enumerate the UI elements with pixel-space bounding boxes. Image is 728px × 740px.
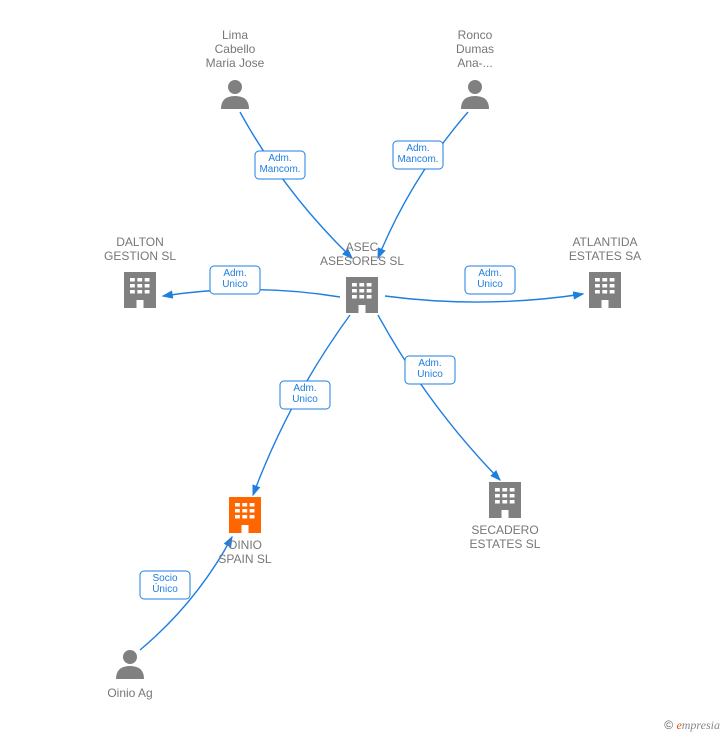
- edge-line: [385, 294, 583, 302]
- edge-label-text: Adm.Unico: [417, 358, 443, 380]
- building-icon: [589, 272, 621, 308]
- node-label: ATLANTIDAESTATES SA: [569, 235, 641, 263]
- node-lima[interactable]: LimaCabelloMaria Jose: [206, 28, 265, 109]
- edge-line: [378, 315, 500, 480]
- diagram-svg: Adm.Mancom.Adm.Mancom.Adm.UnicoAdm.Unico…: [0, 0, 728, 740]
- copyright-symbol: ©: [664, 718, 673, 732]
- person-icon: [116, 650, 144, 679]
- edge-labels-layer: Adm.Mancom.Adm.Mancom.Adm.UnicoAdm.Unico…: [140, 141, 515, 599]
- person-icon: [221, 80, 249, 109]
- brand-rest: mpresia: [682, 718, 720, 732]
- node-oinioag[interactable]: Oinio Ag: [107, 650, 152, 700]
- node-label: SECADEROESTATES SL: [470, 523, 541, 551]
- building-icon: [229, 497, 261, 533]
- node-label: ASECASESORES SL: [320, 240, 404, 268]
- node-label: OINIOSPAIN SL: [218, 538, 271, 566]
- person-icon: [461, 80, 489, 109]
- node-label: Oinio Ag: [107, 686, 152, 700]
- edge-line: [378, 112, 468, 258]
- node-label: DALTONGESTION SL: [104, 235, 176, 263]
- edges-layer: [140, 112, 583, 650]
- node-atlantida[interactable]: ATLANTIDAESTATES SA: [569, 235, 641, 308]
- node-secadero[interactable]: SECADEROESTATES SL: [470, 482, 541, 551]
- diagram-container: Adm.Mancom.Adm.Mancom.Adm.UnicoAdm.Unico…: [0, 0, 728, 740]
- node-label: RoncoDumasAna-...: [456, 28, 494, 70]
- node-dalton[interactable]: DALTONGESTION SL: [104, 235, 176, 308]
- building-icon: [346, 277, 378, 313]
- footer-branding: © empresia: [664, 718, 720, 733]
- building-icon: [124, 272, 156, 308]
- edge-label-text: Adm.Unico: [292, 383, 318, 405]
- node-ronco[interactable]: RoncoDumasAna-...: [456, 28, 494, 109]
- edge-label-text: Adm.Unico: [222, 268, 248, 290]
- edge-label-text: SocioÚnico: [152, 573, 178, 595]
- edge-line: [240, 112, 352, 258]
- building-icon: [489, 482, 521, 518]
- node-oinio[interactable]: OINIOSPAIN SL: [218, 497, 271, 566]
- edge-label-text: Adm.Unico: [477, 268, 503, 290]
- node-label: LimaCabelloMaria Jose: [206, 28, 265, 70]
- node-asec[interactable]: ASECASESORES SL: [320, 240, 404, 313]
